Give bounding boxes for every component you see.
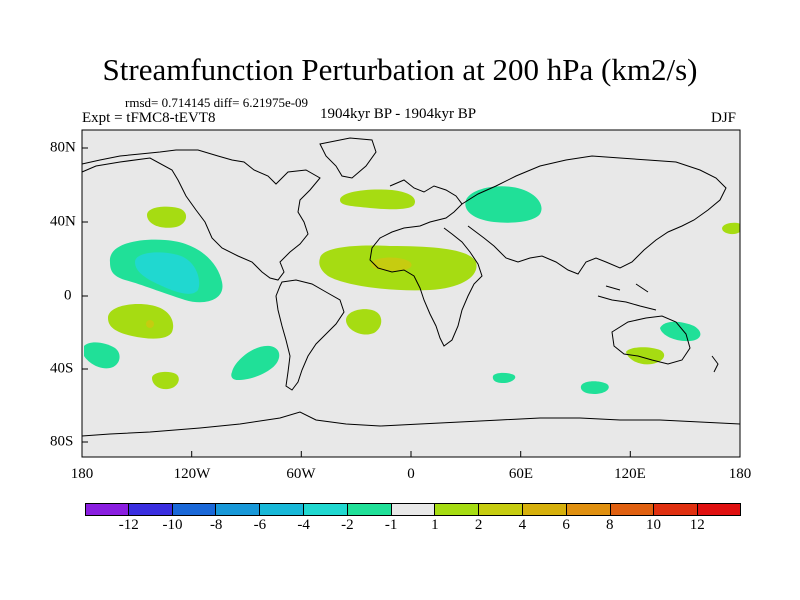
anomaly-north-atlantic [340, 189, 416, 210]
lon-label-120e: 120E [614, 466, 646, 482]
colorbar-label: -4 [297, 517, 310, 533]
colorbar-swatch [653, 503, 698, 516]
colorbar-swatch [346, 503, 391, 516]
coast-indonesia [597, 283, 657, 311]
lat-label-40n: 40N [50, 213, 76, 230]
axis-ticks [81, 147, 741, 457]
colorbar-label: -10 [162, 517, 183, 533]
lat-label-0: 0 [64, 287, 72, 304]
lon-label-180e: 180 [728, 466, 752, 482]
anomaly-pacific-south-core [146, 320, 154, 328]
colorbar-swatch [565, 503, 610, 516]
colorbar-label: -1 [384, 517, 398, 533]
coast-africa-europe [369, 179, 483, 347]
anomaly-sw-pacific [84, 342, 120, 369]
anomaly-se-pacific [231, 345, 280, 380]
anomaly-africa-core [371, 257, 412, 272]
colorbar-swatch [390, 503, 435, 516]
anomaly-australia [626, 347, 665, 365]
anomaly-pacific-north-core [135, 252, 200, 294]
season-label: DJF [711, 110, 737, 126]
coast-antarctica [81, 411, 741, 437]
colorbar-label: -2 [341, 517, 354, 533]
colorbar-label: 4 [518, 517, 527, 533]
colorbar-label: 10 [646, 517, 662, 533]
colorbar-swatch [259, 503, 303, 516]
colorbar-label: -8 [209, 517, 223, 533]
coast-south-america [275, 279, 345, 391]
colorbar-label: 12 [689, 517, 705, 533]
chart-title: Streamfunction Perturbation at 200 hPa (… [102, 52, 698, 87]
lat-label-80s: 80S [50, 433, 74, 450]
colorbar-swatch [302, 503, 347, 516]
lon-label-0: 0 [407, 466, 415, 482]
lon-label-60w: 60W [286, 466, 316, 482]
coast-new-zealand [711, 355, 719, 373]
coastlines [81, 137, 741, 437]
colorbar-label: -6 [253, 517, 267, 533]
lat-label-80n: 80N [50, 139, 76, 156]
anomaly-far-east [722, 222, 740, 235]
colorbar-swatch [609, 503, 654, 516]
anomaly-fields [84, 186, 740, 394]
colorbar-label: 2 [474, 517, 483, 533]
colorbar-swatch [478, 503, 522, 516]
anomaly-pacific-south [108, 304, 174, 339]
coast-greenland [319, 137, 377, 179]
colorbar-swatch [215, 503, 260, 516]
lon-label-60e: 60E [508, 466, 534, 482]
lon-label-120w: 120W [173, 466, 211, 482]
colorbar-label: 1 [431, 517, 439, 533]
anomaly-south-atlantic [346, 309, 382, 335]
coast-asia [461, 155, 727, 275]
rmsd-diff-stats: rmsd= 0.714145 diff= 6.21975e-09 [125, 95, 309, 110]
colorbar [85, 503, 741, 516]
anomaly-east-australia [660, 321, 701, 342]
colorbar-swatch [697, 503, 741, 516]
colorbar-swatch [85, 503, 128, 516]
period-label: 1904kyr BP - 1904kyr BP [320, 106, 477, 122]
lat-label-40s: 40S [50, 360, 74, 377]
colorbar-swatch [434, 503, 479, 516]
anomaly-indian-ocean-2 [492, 372, 516, 383]
anomaly-central-asia [465, 186, 542, 223]
coast-australia [611, 315, 691, 365]
anomaly-north-pacific-small [147, 206, 187, 228]
colorbar-swatch [127, 503, 172, 516]
anomaly-sp-small [152, 371, 179, 390]
colorbar-label: -12 [118, 517, 139, 533]
anomaly-indian-ocean-1 [580, 381, 609, 394]
colorbar-label: 8 [606, 517, 614, 533]
coast-north-america [81, 149, 321, 281]
experiment-label: Expt = tFMC8-tEVT8 [82, 110, 216, 126]
colorbar-swatch [521, 503, 566, 516]
colorbar-swatch [171, 503, 216, 516]
lon-label-180w: 180 [70, 466, 94, 482]
colorbar-label: 6 [562, 517, 570, 533]
